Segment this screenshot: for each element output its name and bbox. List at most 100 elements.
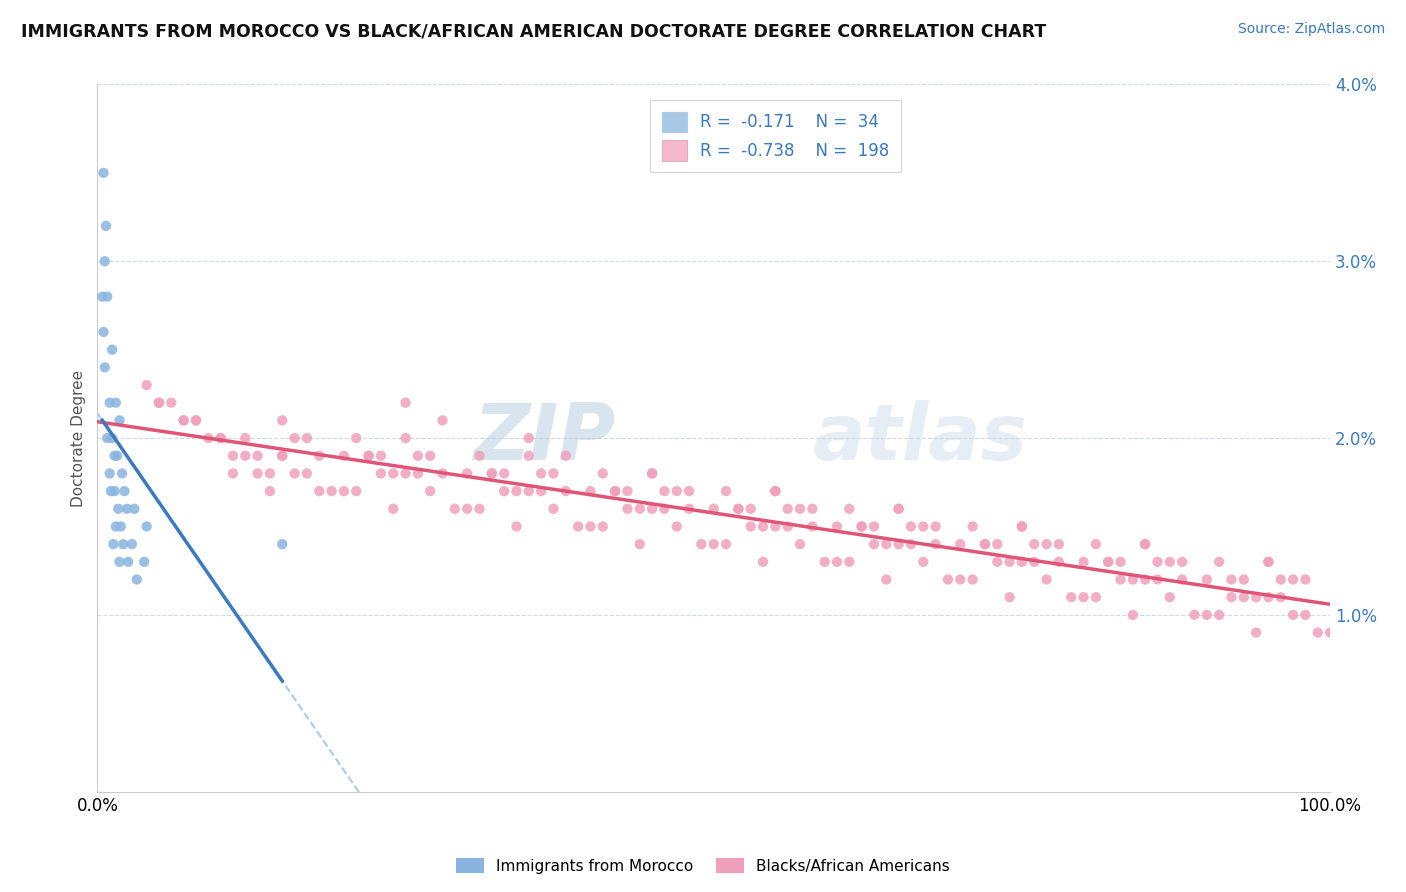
Point [641,467,664,481]
Point [814,555,837,569]
Point [112,537,135,551]
Point [763,484,786,499]
Point [543,467,565,481]
Point [900,519,922,533]
Point [714,484,737,499]
Point [1195,607,1218,622]
Point [1011,555,1033,569]
Point [727,501,749,516]
Point [1257,555,1279,569]
Point [1244,591,1267,605]
Point [900,537,922,551]
Point [233,449,256,463]
Point [912,555,935,569]
Point [838,501,860,516]
Point [101,343,124,357]
Point [554,449,576,463]
Point [419,484,441,499]
Point [114,484,136,499]
Point [628,537,651,551]
Point [1184,607,1206,622]
Point [98,395,121,409]
Point [949,537,972,551]
Point [1146,573,1168,587]
Point [456,467,478,481]
Point [104,449,127,463]
Point [1024,537,1046,551]
Point [432,413,454,427]
Point [94,254,117,268]
Text: ZIP: ZIP [472,401,614,476]
Point [494,484,516,499]
Point [505,519,527,533]
Point [789,501,811,516]
Point [1097,555,1119,569]
Point [603,484,626,499]
Point [1122,607,1144,622]
Point [517,484,540,499]
Point [1035,573,1057,587]
Point [665,484,688,499]
Point [665,519,688,533]
Point [592,467,614,481]
Point [936,573,959,587]
Point [592,519,614,533]
Point [1159,555,1181,569]
Point [1035,537,1057,551]
Point [838,555,860,569]
Point [543,501,565,516]
Point [94,219,117,233]
Point [1195,573,1218,587]
Point [1171,573,1194,587]
Point [284,467,307,481]
Text: atlas: atlas [813,401,1028,476]
Point [333,449,356,463]
Point [344,484,367,499]
Point [1122,573,1144,587]
Point [863,519,886,533]
Point [98,467,121,481]
Point [110,519,132,533]
Point [714,537,737,551]
Point [271,413,294,427]
Point [641,501,664,516]
Point [394,431,416,445]
Point [825,555,848,569]
Point [104,395,127,409]
Point [579,519,602,533]
Point [1220,591,1243,605]
Point [357,449,380,463]
Point [1208,555,1230,569]
Point [135,519,157,533]
Point [111,467,134,481]
Point [1208,607,1230,622]
Point [432,467,454,481]
Point [382,501,405,516]
Point [763,519,786,533]
Point [91,290,114,304]
Point [752,519,775,533]
Point [394,395,416,409]
Point [271,537,294,551]
Point [233,431,256,445]
Point [104,519,127,533]
Point [789,537,811,551]
Point [1133,537,1156,551]
Point [912,519,935,533]
Legend: Immigrants from Morocco, Blacks/African Americans: Immigrants from Morocco, Blacks/African … [450,852,956,880]
Point [1319,625,1341,640]
Point [456,501,478,516]
Point [974,537,997,551]
Point [117,555,139,569]
Point [121,537,143,551]
Point [308,449,330,463]
Point [887,501,910,516]
Point [104,484,127,499]
Point [776,519,799,533]
Point [703,501,725,516]
Point [148,395,170,409]
Legend: R =  -0.171    N =  34, R =  -0.738    N =  198: R = -0.171 N = 34, R = -0.738 N = 198 [650,100,901,172]
Point [851,519,873,533]
Point [370,467,392,481]
Point [259,484,281,499]
